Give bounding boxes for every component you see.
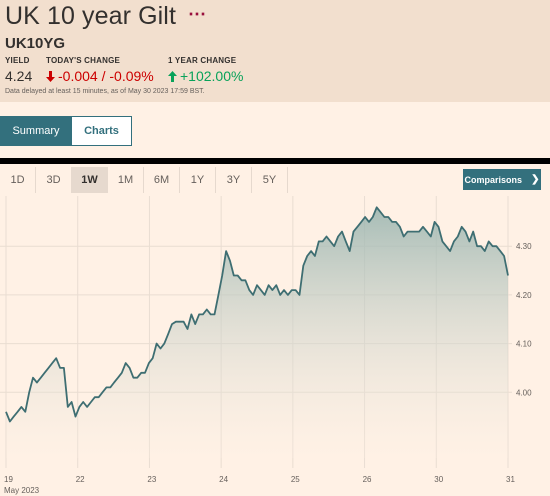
todays-change-label: TODAY'S CHANGE	[46, 56, 121, 65]
y-tick-label: 4.20	[516, 291, 532, 300]
yield-value: 4.24	[5, 68, 33, 84]
tab-charts[interactable]: Charts	[72, 116, 132, 146]
series-line	[5, 206, 509, 423]
yield-label: YIELD	[5, 56, 30, 65]
series-area	[6, 207, 508, 458]
range-3d[interactable]: 3D	[36, 167, 72, 193]
view-tabs: Summary Charts	[0, 116, 132, 146]
x-tick-label: 23	[147, 475, 156, 484]
range-1m[interactable]: 1M	[108, 167, 144, 193]
year-change-label: 1 YEAR CHANGE	[168, 56, 237, 65]
todays-change-stat: TODAY'S CHANGE -0.004 / -0.09%	[46, 56, 154, 84]
todays-change-row: -0.004 / -0.09%	[46, 68, 154, 84]
tab-summary[interactable]: Summary	[0, 116, 72, 146]
x-tick-label: 31	[506, 475, 515, 484]
x-tick-label: 19	[4, 475, 13, 484]
x-tick-label: 30	[434, 475, 443, 484]
range-3y[interactable]: 3Y	[216, 167, 252, 193]
yield-stat: YIELD 4.24	[5, 56, 32, 84]
x-tick-label: 25	[291, 475, 300, 484]
range-1d[interactable]: 1D	[0, 167, 36, 193]
x-axis: 19 22 23 24 25 26 30 31	[4, 475, 515, 484]
data-delay-note: Data delayed at least 15 minutes, as of …	[5, 88, 205, 95]
page-title: UK 10 year Gilt	[5, 2, 177, 30]
year-change-value: +102.00%	[180, 68, 244, 84]
title-row: UK 10 year Gilt ⋯	[5, 2, 207, 31]
range-6m[interactable]: 6M	[144, 167, 180, 193]
y-tick-label: 4.10	[516, 340, 532, 349]
x-tick-label: 26	[363, 475, 372, 484]
comparisons-label: Comparisons	[464, 174, 523, 185]
x-axis-sublabel: May 2023	[4, 486, 40, 495]
range-1w[interactable]: 1W	[72, 167, 108, 193]
price-chart: 4.00 4.10 4.20 4.30 19 22 23 24 25 26 30 31 May 20…	[0, 196, 532, 495]
ellipsis-icon[interactable]: ⋯	[188, 4, 208, 24]
x-tick-label: 22	[76, 475, 85, 484]
y-tick-label: 4.00	[516, 388, 532, 397]
year-change-row: +102.00%	[168, 68, 243, 84]
todays-change-value: -0.004 / -0.09%	[58, 68, 154, 84]
year-change-stat: 1 YEAR CHANGE +102.00%	[168, 56, 243, 84]
range-selector: 1D 3D 1W 1M 6M 1Y 3Y 5Y	[0, 167, 288, 193]
arrow-up-icon	[168, 70, 177, 82]
range-5y[interactable]: 5Y	[252, 167, 288, 193]
section-divider	[0, 158, 550, 164]
symbol: UK10YG	[5, 35, 66, 52]
y-axis: 4.00 4.10 4.20 4.30	[516, 242, 532, 397]
chevron-right-icon: ❯	[531, 174, 540, 185]
y-tick-label: 4.30	[516, 242, 532, 251]
arrow-down-icon	[46, 70, 55, 82]
quote-header: UK 10 year Gilt ⋯ UK10YG YIELD 4.24 TODA…	[0, 0, 550, 102]
x-tick-label: 24	[219, 475, 228, 484]
comparisons-button[interactable]: Comparisons ❯	[463, 169, 541, 190]
range-1y[interactable]: 1Y	[180, 167, 216, 193]
